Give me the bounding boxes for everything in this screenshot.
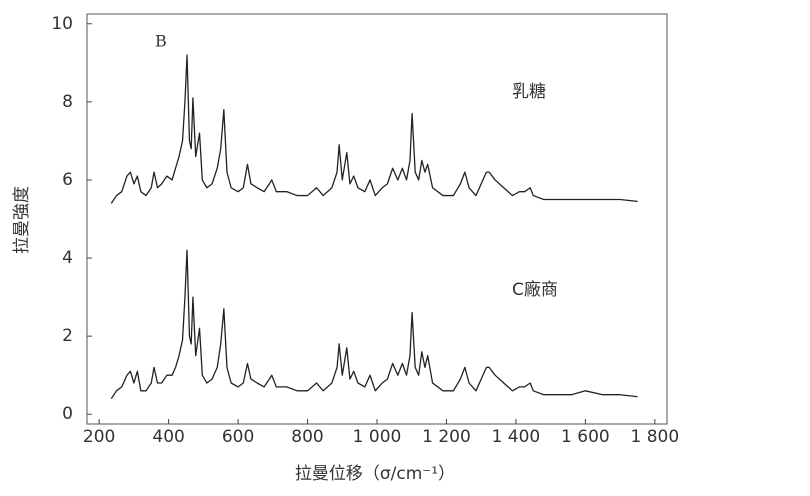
y-tick-label: 8 bbox=[62, 92, 73, 112]
y-axis-label: 拉曼強度 bbox=[12, 186, 32, 254]
x-tick-label: 1 400 bbox=[492, 427, 541, 447]
x-axis-label: 拉曼位移（σ/cm⁻¹） bbox=[295, 464, 455, 484]
x-tick-label: 200 bbox=[83, 427, 115, 447]
x-tick-label: 600 bbox=[222, 427, 254, 447]
x-tick-label: 1 600 bbox=[561, 427, 610, 447]
x-tick-label: 1 000 bbox=[353, 427, 402, 447]
y-tick-label: 6 bbox=[62, 170, 73, 190]
spectrum-line bbox=[110, 54, 638, 204]
y-tick-label: 10 bbox=[51, 14, 73, 34]
y-tick-label: 2 bbox=[62, 326, 73, 346]
y-tick-label: 4 bbox=[62, 248, 73, 268]
x-tick-label: 400 bbox=[152, 427, 184, 447]
plot-frame bbox=[86, 13, 668, 425]
series-label: 乳糖 bbox=[512, 82, 546, 102]
panel-label: B bbox=[155, 32, 167, 51]
y-tick-label: 0 bbox=[62, 404, 73, 424]
series-label: C廠商 bbox=[512, 279, 558, 300]
spectrum-line bbox=[110, 249, 638, 399]
x-tick-label: 1 200 bbox=[422, 427, 471, 447]
x-tick-label: 1 800 bbox=[631, 427, 680, 447]
x-tick-label: 800 bbox=[291, 427, 323, 447]
